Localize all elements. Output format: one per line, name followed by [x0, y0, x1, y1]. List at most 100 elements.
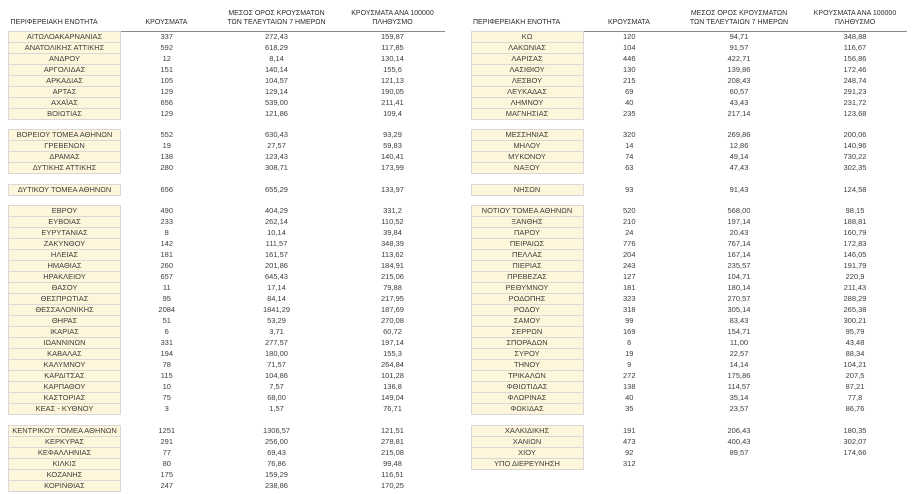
per-100k-cell: 117,85 [340, 42, 445, 53]
region-cell: ΚΙΛΚΙΣ [8, 457, 121, 470]
avg-7day-cell: 277,57 [212, 337, 341, 349]
cases-cell: 204 [583, 249, 675, 261]
region-cell: ΡΕΘΥΜΝΟΥ [470, 282, 584, 295]
avg-7day-cell: 568,00 [675, 205, 803, 217]
region-cell: ΦΩΚΙΔΑΣ [470, 403, 584, 416]
region-cell: ΛΑΡΙΣΑΣ [470, 52, 584, 65]
header-cases: ΚΡΟΥΣΜΑΤΑ [145, 18, 188, 26]
per-100k-cell [803, 173, 907, 185]
cases-cell: 175 [120, 469, 213, 481]
avg-7day-cell: 180,00 [212, 348, 341, 360]
avg-7day-cell: 104,57 [212, 75, 341, 86]
cases-cell: 151 [120, 64, 213, 75]
region-cell: ΘΕΣΠΡΩΤΙΑΣ [8, 293, 121, 306]
per-100k-cell: 270,08 [340, 315, 445, 327]
spacer-row [471, 119, 907, 130]
table-row: ΜΕΣΣΗΝΙΑΣ 320 269,86 200,06 [470, 129, 907, 142]
per-100k-cell: 79,88 [340, 282, 445, 294]
cases-cell: 142 [120, 238, 213, 250]
per-100k-cell: 130,14 [340, 53, 445, 64]
cases-cell: 592 [120, 42, 213, 53]
region-cell: ΣΥΡΟΥ [470, 348, 584, 361]
table-row: ΥΠΟ ΔΙΕΡΕΥΝΗΣΗ 312 [470, 457, 907, 470]
cases-cell [120, 414, 213, 426]
region-cell: ΜΥΚΟΝΟΥ [470, 151, 584, 164]
table-row: ΓΡΕΒΕΝΩΝ 19 27,57 59,83 [8, 140, 445, 153]
table-row: ΔΥΤΙΚΗΣ ΑΤΤΙΚΗΣ 280 308,71 173,99 [8, 162, 445, 175]
cases-cell: 291 [120, 436, 213, 448]
region-cell: ΞΑΝΘΗΣ [470, 216, 584, 229]
per-100k-cell: 140,41 [340, 151, 445, 163]
per-100k-cell: 173,99 [340, 162, 445, 174]
cases-cell: 104 [583, 42, 675, 53]
cases-cell: 656 [120, 97, 213, 108]
cases-cell: 138 [583, 381, 675, 393]
avg-7day-cell: 308,71 [212, 162, 341, 174]
header-avg-7day-line2: ΤΩΝ ΤΕΛΕΥΤΑΙΩΝ 7 ΗΜΕΡΩΝ [227, 18, 326, 26]
cases-cell: 235 [583, 108, 675, 119]
per-100k-cell: 730,22 [803, 151, 907, 163]
per-100k-cell: 172,83 [803, 238, 907, 250]
table-row: ΜΥΚΟΝΟΥ 74 49,14 730,22 [470, 151, 907, 164]
region-cell [471, 195, 583, 206]
region-cell: ΦΛΩΡΙΝΑΣ [470, 392, 584, 405]
cases-cell [120, 119, 213, 130]
table-row: ΧΑΛΚΙΔΙΚΗΣ 191 206,43 180,35 [470, 424, 907, 437]
region-cell: ΤΗΝΟΥ [470, 359, 584, 372]
avg-7day-cell: 69,43 [212, 447, 341, 459]
table-row: ΣΕΡΡΩΝ 169 154,71 95,79 [470, 326, 907, 339]
cases-cell: 318 [583, 304, 675, 316]
region-cell: ΛΕΣΒΟΥ [470, 74, 584, 87]
table-row: ΗΜΑΘΙΑΣ 260 201,86 184,91 [8, 260, 445, 273]
cases-cell: 210 [583, 216, 675, 228]
cases-cell: 490 [120, 205, 213, 217]
cases-cell: 260 [120, 260, 213, 272]
avg-7day-cell: 305,14 [675, 304, 803, 316]
table-row: ΣΠΟΡΑΔΩΝ 6 11,00 43,48 [470, 337, 907, 350]
cases-cell: 331 [120, 337, 213, 349]
table-row: ΚΕΡΚΥΡΑΣ 291 256,00 278,81 [8, 435, 445, 448]
per-100k-cell: 211,43 [803, 282, 907, 294]
avg-7day-cell: 121,86 [212, 108, 341, 119]
per-100k-cell: 116,51 [340, 469, 445, 481]
region-cell: ΓΡΕΒΕΝΩΝ [8, 140, 121, 153]
region-cell [9, 174, 121, 185]
table-row: ΝΗΣΩΝ 93 91,43 124,58 [470, 183, 907, 196]
per-100k-cell [340, 414, 445, 426]
region-cell: ΚΟΖΑΝΗΣ [8, 468, 121, 481]
region-cell: ΜΑΓΝΗΣΙΑΣ [470, 107, 584, 120]
cases-cell: 92 [583, 447, 675, 459]
region-cell: ΧΙΟΥ [470, 446, 584, 459]
avg-7day-cell: 272,43 [212, 31, 341, 42]
per-100k-cell: 191,79 [803, 260, 907, 272]
cases-cell: 78 [120, 359, 213, 371]
per-100k-cell: 187,69 [340, 304, 445, 316]
cases-cell: 1251 [120, 425, 213, 437]
region-cell: ΧΑΝΙΩΝ [470, 435, 584, 448]
table-row: ΗΛΕΙΑΣ 181 161,57 113,62 [8, 249, 445, 262]
avg-7day-cell: 11,00 [675, 337, 803, 349]
per-100k-cell: 156,86 [803, 53, 907, 64]
avg-7day-cell: 1306,57 [212, 425, 341, 437]
avg-7day-cell: 3,71 [212, 326, 341, 338]
table-row: ΠΕΙΡΑΙΩΣ 776 767,14 172,83 [470, 238, 907, 251]
table-row: ΚΑΡΔΙΤΣΑΣ 115 104,86 101,28 [8, 370, 445, 383]
header-per-100k-line2: ΠΛΗΘΥΣΜΟ [834, 18, 876, 26]
region-cell: ΑΝΔΡΟΥ [8, 52, 121, 65]
region-cell: ΔΥΤΙΚΟΥ ΤΟΜΕΑ ΑΘΗΝΩΝ [8, 183, 121, 196]
cases-cell: 75 [120, 392, 213, 404]
region-cell: ΛΑΚΩΝΙΑΣ [470, 41, 584, 54]
cases-cell: 243 [583, 260, 675, 272]
region-cell: ΘΗΡΑΣ [8, 315, 121, 328]
per-100k-cell: 291,23 [803, 86, 907, 97]
per-100k-cell: 211,41 [340, 97, 445, 108]
region-cell: ΧΑΛΚΙΔΙΚΗΣ [470, 424, 584, 437]
avg-7day-cell: 630,43 [212, 129, 341, 141]
region-cell: ΠΕΛΛΑΣ [470, 249, 584, 262]
avg-7day-cell: 269,86 [675, 129, 803, 141]
cases-cell [120, 173, 213, 185]
table-row: ΠΑΡΟΥ 24 20,43 160,79 [470, 227, 907, 240]
region-cell: ΚΟΡΙΝΘΙΑΣ [8, 479, 121, 492]
per-100k-cell: 190,05 [340, 86, 445, 97]
cases-cell: 233 [120, 216, 213, 228]
